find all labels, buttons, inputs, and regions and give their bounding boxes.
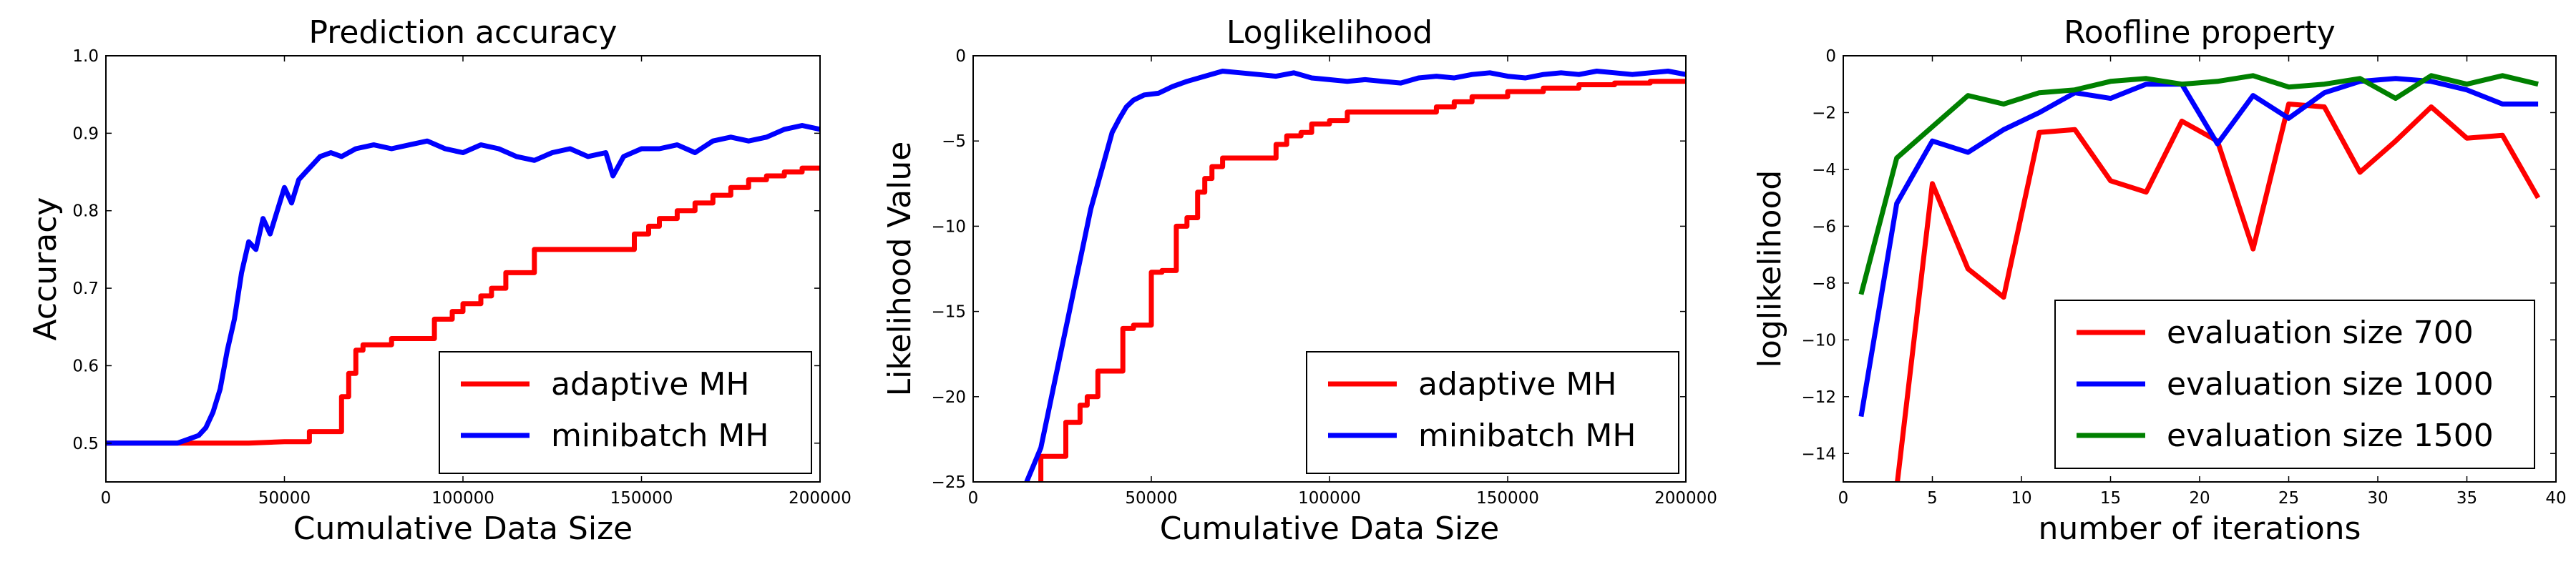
- y-tick-label: −10: [1801, 331, 1836, 350]
- x-tick-label: 50000: [258, 489, 311, 508]
- y-tick-label: 0.5: [72, 435, 99, 453]
- y-tick-label: −8: [1812, 275, 1836, 293]
- x-tick-label: 150000: [610, 489, 673, 508]
- x-tick-label: 30: [2367, 489, 2388, 508]
- y-axis-label: loglikelihood: [1752, 170, 1788, 368]
- series-line-minibatch-mh: [1024, 69, 1686, 482]
- series-line-evaluation-size-1500: [1858, 73, 2539, 295]
- x-axis-label: number of iterations: [2039, 511, 2361, 547]
- legend: adaptive MH minibatch MH: [1306, 351, 1679, 474]
- x-axis-label: Cumulative Data Size: [293, 511, 633, 547]
- x-axis-label: Cumulative Data Size: [1160, 511, 1499, 547]
- chart-title: Roofline property: [2064, 14, 2336, 51]
- series-line-minibatch-mh: [106, 123, 820, 446]
- y-tick-label: −20: [931, 388, 966, 407]
- y-tick-label: 0: [955, 47, 966, 66]
- chart-title: Prediction accuracy: [308, 14, 617, 51]
- y-tick-label: 0.9: [72, 124, 99, 143]
- x-tick-label: 0: [968, 489, 979, 508]
- legend-label: minibatch MH: [1418, 418, 1636, 454]
- chart-prediction-accuracy: 0 50000 100000 150000 200000 0.5 0.6 0.7 0.8 0.9 1…: [27, 14, 852, 547]
- chart-loglikelihood: 0 50000 100000 150000 200000 −25 −20 −15 −10 −5 0 L…: [882, 14, 1717, 547]
- x-tick-label: 40: [2545, 489, 2566, 508]
- x-tick-label: 15: [2100, 489, 2121, 508]
- y-tick-label: −25: [931, 473, 966, 492]
- x-tick-label: 50000: [1125, 489, 1177, 508]
- y-tick-label: 0.6: [72, 357, 99, 375]
- y-axis-label: Accuracy: [27, 197, 64, 341]
- legend-label: evaluation size 1500: [2167, 418, 2494, 454]
- legend-label: adaptive MH: [551, 366, 749, 403]
- x-tick-label: 200000: [1654, 489, 1717, 508]
- x-tick-label: 25: [2278, 489, 2299, 508]
- legend: evaluation size 700 evaluation size 1000 e…: [2054, 300, 2535, 469]
- chart-title: Loglikelihood: [1226, 14, 1433, 51]
- series-line-adaptive-mh: [1038, 79, 1686, 482]
- legend-label: evaluation size 700: [2167, 315, 2474, 351]
- y-tick-label: −5: [942, 132, 966, 151]
- x-tick-label: 5: [1927, 489, 1938, 508]
- y-tick-label: 1.0: [72, 47, 99, 66]
- y-tick-label: 0.7: [72, 280, 99, 298]
- legend-label: evaluation size 1000: [2167, 366, 2494, 403]
- legend-label: adaptive MH: [1418, 366, 1616, 403]
- y-tick-label: 0.8: [72, 202, 99, 221]
- x-tick-label: 200000: [789, 489, 852, 508]
- x-tick-label: 100000: [431, 489, 494, 508]
- series-line-adaptive-mh: [106, 165, 820, 446]
- y-tick-label: 0: [1825, 47, 1836, 66]
- legend-box: [1306, 351, 1679, 474]
- x-tick-label: 35: [2457, 489, 2477, 508]
- y-axis-label: Likelihood Value: [882, 142, 918, 397]
- legend-label: minibatch MH: [551, 418, 769, 454]
- y-tick-label: −2: [1812, 104, 1836, 122]
- x-tick-label: 100000: [1298, 489, 1361, 508]
- y-tick-label: −15: [931, 303, 966, 322]
- x-tick-label: 20: [2189, 489, 2210, 508]
- x-tick-label: 0: [1838, 489, 1849, 508]
- x-tick-label: 0: [101, 489, 112, 508]
- y-tick-label: −6: [1812, 217, 1836, 236]
- y-tick-label: −10: [931, 217, 966, 236]
- y-tick-label: −4: [1812, 161, 1836, 179]
- legend: adaptive MH minibatch MH: [439, 351, 812, 474]
- y-tick-label: −14: [1801, 445, 1836, 463]
- x-tick-label: 150000: [1476, 489, 1539, 508]
- x-tick-label: 10: [2011, 489, 2031, 508]
- legend-box: [439, 351, 812, 474]
- chart-roofline-property: 0 5 10 15 20 25 30 35 40 −14 −12 −10 −8 −6 −4 −2 0 Roofli…: [1752, 14, 2567, 547]
- y-tick-label: −12: [1801, 388, 1836, 407]
